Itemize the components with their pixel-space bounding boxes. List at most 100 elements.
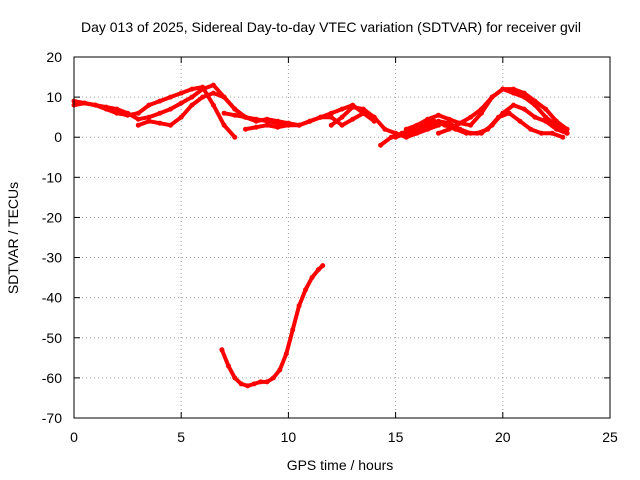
data-point bbox=[511, 102, 516, 108]
data-point bbox=[403, 130, 409, 136]
data-point bbox=[232, 112, 238, 118]
data-point bbox=[264, 379, 270, 385]
data-point bbox=[425, 126, 431, 132]
x-tick-label: 5 bbox=[177, 429, 185, 445]
y-tick-label: -40 bbox=[42, 290, 62, 306]
series-track-f bbox=[328, 104, 441, 140]
data-point bbox=[189, 94, 195, 100]
data-point bbox=[532, 98, 538, 104]
data-point bbox=[146, 114, 152, 120]
data-point bbox=[425, 122, 431, 128]
data-point bbox=[478, 130, 484, 136]
data-point bbox=[210, 82, 216, 88]
y-tick-label: 10 bbox=[46, 89, 62, 105]
y-axis-label: SDTVAR / TECUs bbox=[5, 182, 21, 294]
data-point bbox=[350, 116, 356, 122]
data-point bbox=[135, 110, 141, 116]
data-point bbox=[543, 106, 549, 112]
data-point bbox=[528, 126, 534, 132]
data-point bbox=[243, 114, 248, 120]
y-tick-label: -50 bbox=[42, 330, 62, 346]
data-point bbox=[328, 122, 334, 128]
series-trace bbox=[219, 263, 325, 388]
data-point bbox=[219, 347, 225, 353]
data-point bbox=[468, 130, 474, 136]
data-point bbox=[221, 110, 227, 116]
data-point bbox=[210, 90, 216, 96]
y-tick-label: -70 bbox=[42, 410, 62, 426]
data-point bbox=[189, 102, 195, 108]
data-point bbox=[500, 86, 506, 92]
data-point bbox=[560, 134, 566, 140]
data-point bbox=[135, 122, 141, 128]
data-point bbox=[382, 126, 388, 132]
data-point bbox=[221, 122, 227, 128]
data-point bbox=[457, 120, 463, 126]
data-point bbox=[403, 134, 409, 140]
data-point bbox=[103, 104, 109, 110]
x-tick-label: 25 bbox=[602, 429, 618, 445]
data-point bbox=[328, 114, 334, 120]
data-point bbox=[388, 134, 394, 140]
series-track-j bbox=[436, 86, 570, 136]
data-point bbox=[564, 130, 570, 136]
data-point bbox=[178, 90, 184, 96]
x-tick-label: 10 bbox=[281, 429, 297, 445]
data-point bbox=[114, 110, 120, 116]
y-tick-label: -30 bbox=[42, 250, 62, 266]
data-point bbox=[232, 134, 238, 140]
grid bbox=[74, 57, 610, 418]
data-point bbox=[446, 126, 452, 132]
y-tick-label: 20 bbox=[46, 49, 62, 65]
data-point bbox=[328, 110, 334, 116]
data-point bbox=[478, 106, 484, 112]
y-tick-label: -10 bbox=[42, 169, 62, 185]
data-point bbox=[290, 327, 296, 333]
data-point bbox=[225, 363, 231, 369]
data-point bbox=[258, 379, 263, 385]
data-point bbox=[309, 275, 315, 281]
data-point bbox=[200, 86, 206, 92]
data-point bbox=[339, 106, 345, 112]
x-axis-label: GPS time / hours bbox=[287, 457, 394, 473]
data-point bbox=[457, 126, 463, 132]
data-points bbox=[71, 82, 570, 389]
y-tick-label: -60 bbox=[42, 370, 62, 386]
x-axis-ticks: 0 5 10 15 20 25 bbox=[70, 57, 618, 445]
data-point bbox=[232, 375, 238, 381]
data-point bbox=[360, 106, 366, 112]
data-point bbox=[178, 114, 184, 120]
data-point bbox=[517, 118, 523, 124]
data-point bbox=[270, 375, 276, 381]
y-tick-label: 0 bbox=[54, 129, 62, 145]
data-point bbox=[320, 263, 326, 269]
data-point bbox=[506, 110, 512, 116]
data-point bbox=[511, 90, 516, 96]
data-point bbox=[200, 94, 206, 100]
data-point bbox=[178, 100, 184, 106]
data-point bbox=[549, 130, 555, 136]
data-point bbox=[436, 130, 441, 136]
data-point bbox=[468, 122, 474, 128]
data-point bbox=[157, 120, 163, 126]
data-point bbox=[232, 106, 238, 112]
chart-title: Day 013 of 2025, Sidereal Day-to-day VTE… bbox=[81, 19, 581, 35]
data-point bbox=[532, 114, 538, 120]
data-point bbox=[221, 94, 227, 100]
data-point bbox=[283, 351, 289, 357]
data-point bbox=[339, 122, 345, 128]
data-point bbox=[393, 134, 399, 140]
data-point bbox=[521, 106, 527, 112]
data-point bbox=[168, 94, 173, 100]
data-point bbox=[521, 90, 527, 96]
data-point bbox=[414, 130, 420, 136]
data-point bbox=[436, 118, 441, 124]
data-point bbox=[553, 118, 559, 124]
data-point bbox=[318, 114, 324, 120]
data-point bbox=[243, 126, 248, 132]
data-point bbox=[146, 118, 152, 124]
data-point bbox=[543, 114, 549, 120]
data-point bbox=[157, 98, 163, 104]
data-point bbox=[82, 100, 88, 106]
plot-frame bbox=[73, 56, 611, 419]
